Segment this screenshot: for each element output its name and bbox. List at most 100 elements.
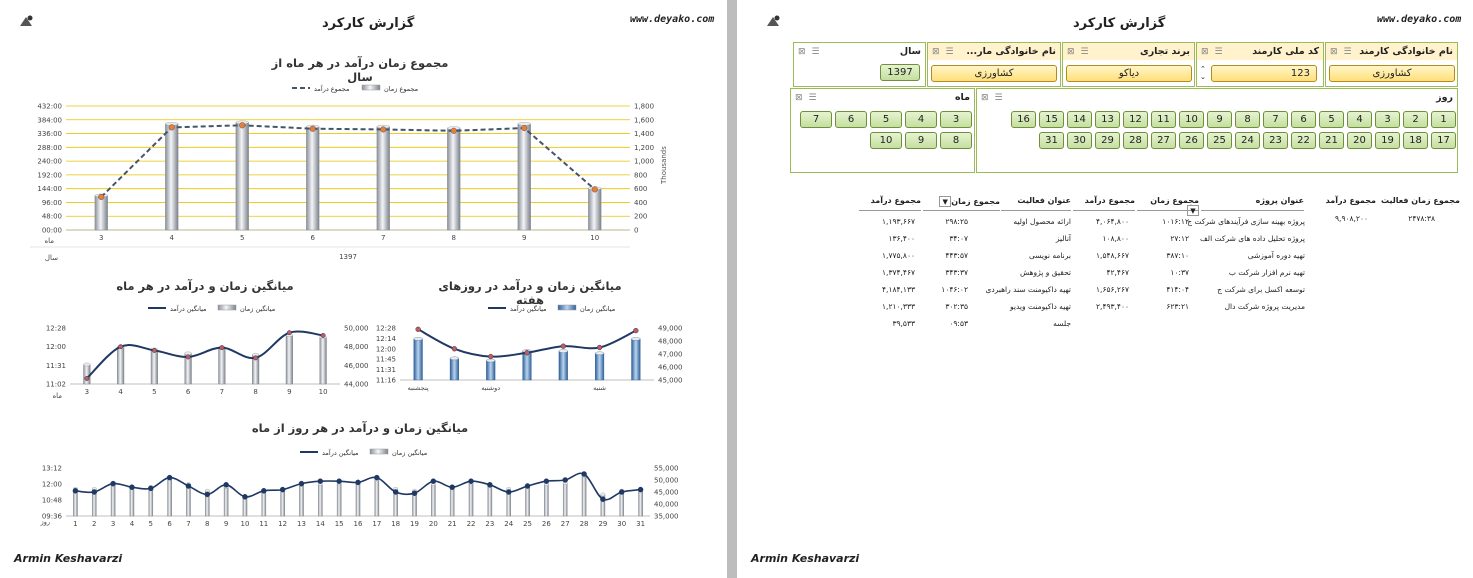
pivot-cell: ۴,۱۸۴,۱۳۳ <box>882 285 915 294</box>
multi-select-icon[interactable]: ☰ <box>811 46 820 57</box>
slicer-item[interactable]: 1397 <box>880 64 920 81</box>
multi-select-icon[interactable]: ☰ <box>945 46 954 57</box>
clear-filter-icon[interactable]: ⊠ <box>798 46 806 57</box>
slicer-title: نام خانوادگی مار... <box>966 46 1056 57</box>
left-sheet-page: www.deyako.com گزارش کارکرد مجموع زمان د… <box>0 0 727 578</box>
slicer-item-6[interactable]: 6 <box>835 111 867 128</box>
slicer-family-name[interactable]: ⊠ ☰ نام خانوادگی مار... کشاورزی <box>927 42 1061 87</box>
bar-cap <box>486 358 496 363</box>
slicer-item-8[interactable]: 8 <box>1235 111 1260 128</box>
slicer-brand[interactable]: ⊠ ☰ برند تجاری دیاکو <box>1062 42 1195 87</box>
x-tick-label: 28 <box>580 520 589 528</box>
multi-select-icon[interactable]: ☰ <box>1343 46 1352 57</box>
slicer-item-20[interactable]: 20 <box>1347 132 1372 149</box>
bar-میانگین زمان <box>223 486 229 517</box>
pivot-row-label[interactable]: جلسه <box>1053 319 1071 328</box>
pivot-row-label[interactable]: آنالیز <box>1055 234 1071 243</box>
pivot-row-label[interactable]: ارائه محصول اولیه <box>1013 217 1071 226</box>
slicer-item-12[interactable]: 12 <box>1123 111 1148 128</box>
slicer-item-9[interactable]: 9 <box>1207 111 1232 128</box>
pivot-cell: ۳۴۳:۳۷ <box>945 268 968 277</box>
bar-میانگین زمان <box>413 338 423 381</box>
series-line-مجموع درآمد <box>100 124 596 198</box>
slicer-item-2[interactable]: 2 <box>1403 111 1428 128</box>
slicer-item-7[interactable]: 7 <box>1263 111 1288 128</box>
pivot-row-label[interactable]: پروژه تحلیل داده های شرکت الف <box>1200 234 1305 243</box>
slicer-item[interactable]: 123 <box>1211 65 1317 82</box>
slicer-item-27[interactable]: 27 <box>1151 132 1176 149</box>
pivot-row-label[interactable]: تحقیق و پژوهش <box>1020 268 1071 277</box>
slicer-item-29[interactable]: 29 <box>1095 132 1120 149</box>
slicer-item-18[interactable]: 18 <box>1403 132 1428 149</box>
spin-arrows-icon[interactable]: ⌃ ⌄ <box>1200 65 1206 81</box>
slicer-item-30[interactable]: 30 <box>1067 132 1092 149</box>
slicer-item-5[interactable]: 5 <box>1319 111 1344 128</box>
slicer-item-4[interactable]: 4 <box>905 111 937 128</box>
filter-dropdown-icon[interactable]: ▼ <box>1187 205 1199 216</box>
slicer-item-9[interactable]: 9 <box>905 132 937 149</box>
slicer-item-14[interactable]: 14 <box>1067 111 1092 128</box>
slicer-item-15[interactable]: 15 <box>1039 111 1064 128</box>
slicer-item-23[interactable]: 23 <box>1263 132 1288 149</box>
legend-bar-label: میانگین زمان <box>240 305 275 313</box>
slicer-item-13[interactable]: 13 <box>1095 111 1120 128</box>
clear-filter-icon[interactable]: ⊠ <box>1330 46 1338 57</box>
filter-dropdown-icon[interactable]: ▼ <box>939 196 952 207</box>
clear-filter-icon[interactable]: ⊠ <box>1067 46 1075 57</box>
slicer-item-19[interactable]: 19 <box>1375 132 1400 149</box>
pivot-row-label[interactable]: توسعه اکسل برای شرکت ج <box>1217 285 1305 294</box>
y-right-tick-label: 1,200 <box>634 144 654 152</box>
slicer-item[interactable]: کشاورزی <box>1329 65 1455 82</box>
slicer-item-11[interactable]: 11 <box>1151 111 1176 128</box>
slicer-item-7[interactable]: 7 <box>800 111 832 128</box>
slicer-item[interactable]: کشاورزی <box>931 65 1057 82</box>
slicer-item-4[interactable]: 4 <box>1347 111 1372 128</box>
y-right-tick-label: 48,000 <box>344 343 369 351</box>
slicer-national-code[interactable]: ⊠ ☰ کد ملی کارمند 123 ⌃ ⌄ <box>1196 42 1324 87</box>
pivot-row-label[interactable]: پروژه بهینه سازی فرآیندهای شرکت ج <box>1187 217 1305 226</box>
slicer-employee-family-name[interactable]: ⊠ ☰ نام خانوادگی کارمند کشاورزی <box>1325 42 1458 87</box>
slicer-item-10[interactable]: 10 <box>870 132 902 149</box>
x-tick-label: پنجشنبه <box>408 384 429 392</box>
multi-select-icon[interactable]: ☰ <box>1214 46 1223 57</box>
slicer-item-3[interactable]: 3 <box>1375 111 1400 128</box>
multi-select-icon[interactable]: ☰ <box>808 92 817 103</box>
slicer-item-28[interactable]: 28 <box>1123 132 1148 149</box>
pivot-row-label[interactable]: تهیه نرم افزار شرکت ب <box>1228 268 1305 277</box>
clear-filter-icon[interactable]: ⊠ <box>981 92 989 103</box>
y-right-tick-label: 0 <box>634 227 638 235</box>
pivot-row-label[interactable]: تهیه داکیومنت ویدیو <box>1010 302 1071 311</box>
slicer-item-16[interactable]: 16 <box>1011 111 1036 128</box>
line-point <box>392 489 399 495</box>
slicer-item[interactable]: دیاکو <box>1066 65 1192 82</box>
slicer-item-1[interactable]: 1 <box>1431 111 1456 128</box>
slicer-item-21[interactable]: 21 <box>1319 132 1344 149</box>
clear-filter-icon[interactable]: ⊠ <box>932 46 940 57</box>
slicer-item-24[interactable]: 24 <box>1235 132 1260 149</box>
slicer-day[interactable]: ⊠ ☰ روز 1 2 3 4 5 6 7 8 9 10 11 12 13 14 15 16 17 18 19 20 21 2… <box>976 88 1458 173</box>
line-point <box>355 479 361 486</box>
line-point <box>560 343 566 349</box>
pivot-row-label[interactable]: تهیه دوره آموزشی <box>1247 251 1305 260</box>
multi-select-icon[interactable]: ☰ <box>1080 46 1089 57</box>
slicer-item-8[interactable]: 8 <box>940 132 972 149</box>
pivot-row-label[interactable]: مدیریت پروژه شرکت دال <box>1224 302 1305 311</box>
line-point <box>148 485 154 492</box>
clear-filter-icon[interactable]: ⊠ <box>1201 46 1209 57</box>
pivot-row-label[interactable]: برنامه نویسی <box>1028 251 1071 260</box>
slicer-item-22[interactable]: 22 <box>1291 132 1316 149</box>
multi-select-icon[interactable]: ☰ <box>994 92 1003 103</box>
slicer-item-17[interactable]: 17 <box>1431 132 1456 149</box>
slicer-item-26[interactable]: 26 <box>1179 132 1204 149</box>
slicer-item-10[interactable]: 10 <box>1179 111 1204 128</box>
slicer-item-31[interactable]: 31 <box>1039 132 1064 149</box>
slicer-item-3[interactable]: 3 <box>940 111 972 128</box>
x-tick-label: 8 <box>205 520 209 528</box>
slicer-month[interactable]: ⊠ ☰ ماه 3 4 5 6 7 8 9 10 <box>790 88 975 173</box>
slicer-year[interactable]: ⊠ ☰ سال 1397 <box>793 42 926 87</box>
clear-filter-icon[interactable]: ⊠ <box>795 92 803 103</box>
slicer-item-5[interactable]: 5 <box>870 111 902 128</box>
slicer-item-25[interactable]: 25 <box>1207 132 1232 149</box>
pivot-row-label[interactable]: تهیه داکیومنت سند راهبردی <box>985 285 1071 294</box>
slicer-item-6[interactable]: 6 <box>1291 111 1316 128</box>
